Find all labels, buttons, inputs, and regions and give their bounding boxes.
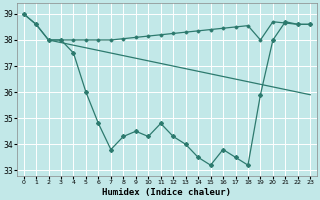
X-axis label: Humidex (Indice chaleur): Humidex (Indice chaleur) — [102, 188, 231, 197]
